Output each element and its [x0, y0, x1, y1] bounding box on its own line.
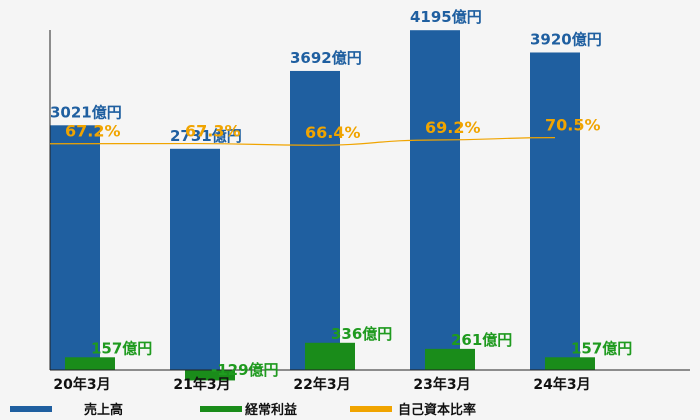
legend-swatch-equity-ratio	[350, 406, 392, 412]
profit-bar	[185, 370, 235, 381]
profit-bar	[305, 342, 355, 370]
equity-ratio-data-label: 67.3%	[185, 122, 241, 141]
profit-data-label: 157億円	[571, 339, 632, 357]
legend-label-equity-ratio: 自己資本比率	[398, 402, 476, 418]
revenue-bar	[410, 30, 460, 371]
profit-bar	[65, 357, 115, 370]
x-tick-label: 20年3月	[53, 376, 110, 393]
legend: 売上高 経常利益 自己資本比率	[10, 402, 476, 418]
x-tick-labels: 20年3月 21年3月 22年3月 23年3月 24年3月	[53, 376, 590, 393]
legend-item-profit: 経常利益	[200, 402, 297, 418]
revenue-bar	[170, 148, 220, 370]
legend-swatch-profit	[200, 406, 242, 412]
equity-ratio-line	[49, 137, 556, 146]
profit-data-label: 336億円	[331, 325, 392, 343]
revenue-bar	[290, 70, 340, 370]
x-tick-label: 23年3月	[413, 376, 470, 393]
data-labels-layer: 3021億円 157億円 67.2% 2731億円 -129億円 67.3% 3692億円 3…	[50, 8, 632, 379]
equity-ratio-data-label: 69.2%	[425, 118, 481, 137]
revenue-data-label: 2731億円	[170, 127, 242, 145]
profit-data-label: 261億円	[451, 331, 512, 349]
ratio-line-layer	[49, 137, 556, 146]
axes-layer	[49, 30, 690, 371]
x-tick-label: 21年3月	[173, 376, 230, 393]
profit-data-label: -129億円	[211, 361, 279, 379]
revenue-bar	[530, 52, 580, 370]
equity-ratio-data-label: 67.2%	[65, 122, 121, 141]
profit-bar	[545, 357, 595, 370]
revenue-data-label: 3920億円	[530, 30, 602, 48]
equity-ratio-data-label: 66.4%	[305, 123, 361, 142]
profit-data-label: 157億円	[91, 339, 152, 357]
revenue-bar	[50, 125, 100, 370]
revenue-data-label: 3021億円	[50, 103, 122, 121]
equity-ratio-data-label: 70.5%	[545, 116, 601, 135]
bars-layer	[50, 30, 595, 381]
legend-item-equity-ratio: 自己資本比率	[350, 402, 476, 418]
revenue-data-label: 3692億円	[290, 49, 362, 67]
legend-label-revenue: 売上高	[84, 402, 123, 418]
revenue-data-label: 4195億円	[410, 8, 482, 26]
profit-bar	[425, 348, 475, 370]
legend-swatch-revenue	[10, 406, 52, 412]
legend-item-revenue: 売上高	[10, 402, 123, 418]
x-tick-label: 22年3月	[293, 376, 350, 393]
legend-label-profit: 経常利益	[245, 402, 297, 418]
x-tick-label: 24年3月	[533, 376, 590, 393]
